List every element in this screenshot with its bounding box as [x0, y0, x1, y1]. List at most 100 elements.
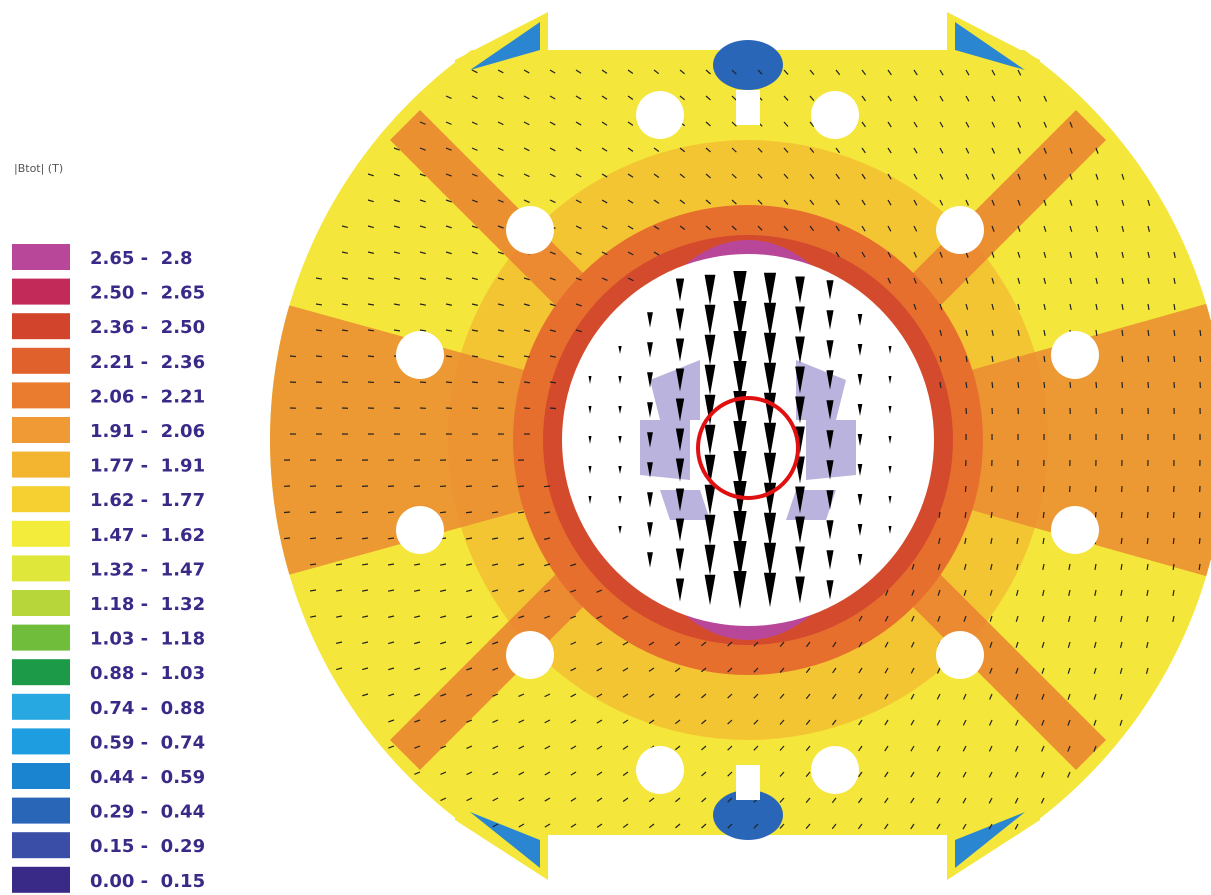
arrow [1122, 356, 1123, 362]
legend-label: 0.74 - 0.88 [90, 698, 205, 719]
legend-label: 2.21 - 2.36 [90, 352, 205, 373]
arrow [1147, 512, 1148, 518]
arrow [290, 356, 296, 357]
legend-label: 2.06 - 2.21 [90, 386, 205, 407]
legend-swatch [12, 417, 70, 443]
arrow [1121, 538, 1122, 544]
legend-label: 0.00 - 0.15 [90, 871, 205, 892]
legend-label: 1.47 - 1.62 [90, 525, 205, 546]
arrow [1017, 512, 1018, 518]
legend-swatch [12, 348, 70, 374]
arrow [466, 512, 472, 513]
hole [396, 506, 444, 554]
legend-swatch [12, 832, 70, 858]
arrow [991, 512, 992, 518]
legend-label: 0.88 - 1.03 [90, 663, 205, 684]
legend-swatch [12, 521, 70, 547]
hole [936, 631, 984, 679]
slot [736, 765, 760, 800]
arrow [336, 512, 342, 513]
arrow [1173, 512, 1174, 518]
legend-label: 2.36 - 2.50 [90, 317, 205, 338]
arrow [472, 382, 478, 383]
hole [811, 746, 859, 794]
legend-swatch [12, 486, 70, 512]
arrow [362, 512, 368, 513]
hole [636, 91, 684, 139]
arrow [1070, 382, 1071, 388]
arrow [1095, 512, 1096, 518]
legend-label: 0.59 - 0.74 [90, 732, 205, 753]
arrow [1043, 512, 1044, 518]
arrow [1174, 356, 1175, 362]
hole [506, 631, 554, 679]
arrow [1199, 538, 1200, 544]
arrow [388, 538, 394, 539]
legend-swatch [12, 728, 70, 754]
legend-label: 2.50 - 2.65 [90, 283, 205, 304]
hole [811, 91, 859, 139]
hole [1051, 331, 1099, 379]
arrow [284, 538, 290, 539]
arrow [991, 486, 992, 492]
legend-label: 1.91 - 2.06 [90, 421, 205, 442]
arrow [965, 486, 966, 492]
hole [396, 331, 444, 379]
field-plot: |Btot| (T) 2.65 - 2.8 2.50 - 2.65 2.36 - 2… [0, 0, 1211, 895]
arrow [368, 330, 374, 331]
legend-swatch [12, 798, 70, 824]
arrow [1018, 382, 1019, 388]
arrow [1148, 356, 1149, 362]
hole [506, 206, 554, 254]
arrow [446, 356, 452, 357]
arrow [342, 356, 348, 357]
arrow [316, 330, 322, 331]
legend-label: 2.65 - 2.8 [90, 248, 193, 269]
legend-title: |Btot| (T) [14, 162, 63, 175]
legend-swatch [12, 382, 70, 408]
arrow [1044, 382, 1045, 388]
hole [1051, 506, 1099, 554]
legend-swatch [12, 867, 70, 893]
arrow [342, 330, 348, 331]
arrow [310, 538, 316, 539]
page: |Btot| (T) 2.65 - 2.8 2.50 - 2.65 2.36 - 2… [0, 0, 1211, 895]
legend-label: 1.18 - 1.32 [90, 594, 205, 615]
legend-label: 1.62 - 1.77 [90, 490, 205, 511]
arrow [1200, 356, 1201, 362]
arrow [544, 486, 550, 487]
arrow [368, 356, 374, 357]
arrow [498, 382, 504, 383]
arrow [524, 382, 530, 383]
arrow [992, 382, 993, 388]
arrow [1044, 356, 1045, 362]
arrow [1147, 538, 1148, 544]
arrow [1121, 512, 1122, 518]
arrow [1173, 538, 1174, 544]
legend-swatch [12, 279, 70, 305]
hole [936, 206, 984, 254]
arrow [550, 382, 556, 383]
legend-label: 1.77 - 1.91 [90, 456, 205, 477]
arrow [446, 382, 452, 383]
arrow [492, 486, 498, 487]
arrow [966, 382, 967, 388]
arrow [362, 538, 368, 539]
legend-label: 0.44 - 0.59 [90, 767, 205, 788]
arrow [1199, 564, 1200, 570]
legend-swatch [12, 452, 70, 478]
arrow [316, 356, 322, 357]
legend-label: 1.03 - 1.18 [90, 629, 205, 650]
legend-label: 0.15 - 0.29 [90, 836, 205, 857]
arrow [1173, 564, 1174, 570]
legend-swatch [12, 590, 70, 616]
legend-swatch [12, 244, 70, 270]
arrow [492, 512, 498, 513]
arrow [388, 512, 394, 513]
arrow [518, 486, 524, 487]
arrow [336, 538, 342, 539]
legend-swatch [12, 313, 70, 339]
arrow [1148, 330, 1149, 336]
arrow [1174, 330, 1175, 336]
legend-swatch [12, 659, 70, 685]
